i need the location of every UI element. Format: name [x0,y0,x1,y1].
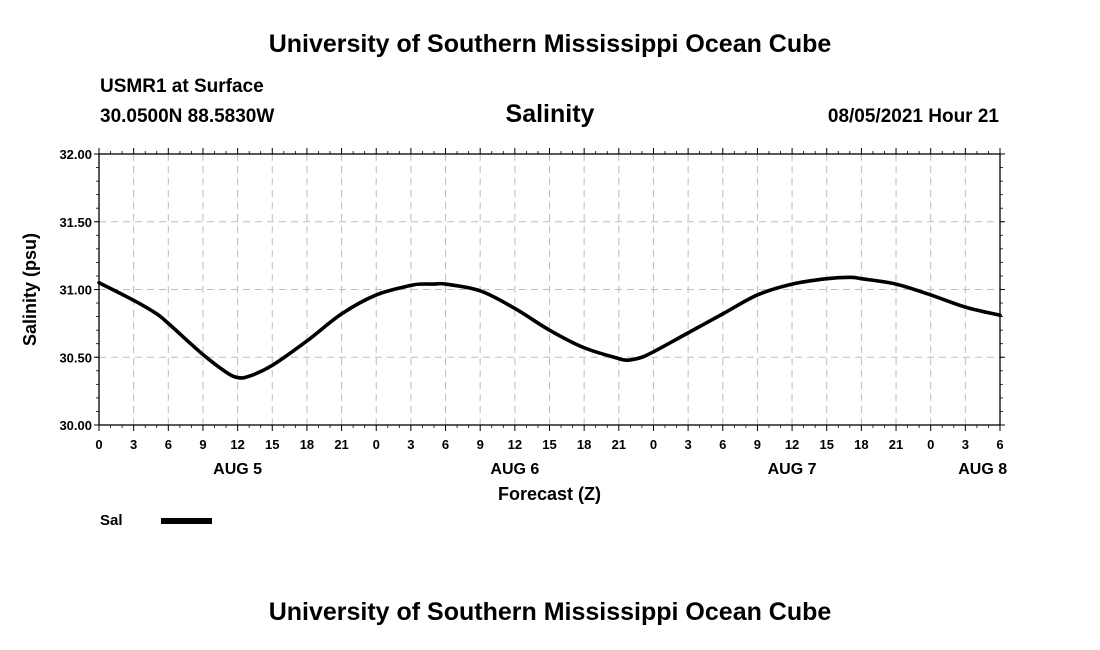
x-tick-label: 0 [927,437,934,452]
x-tick-label: 9 [477,437,484,452]
x-tick-label: 0 [95,437,102,452]
x-tick-label: 6 [442,437,449,452]
y-tick-label: 30.50 [59,350,92,365]
page-title: University of Southern Mississippi Ocean… [268,30,832,58]
x-tick-label: 18 [300,437,314,452]
y-tick-label: 32.00 [59,147,92,162]
x-tick-label: 3 [407,437,414,452]
day-label: AUG 8 [958,461,1007,478]
x-tick-label: 0 [650,437,657,452]
axes: 30.00 30.50 31.00 31.50 32.00 0 3 6 9 12 15 18 21 0 3 6… [20,147,1007,504]
x-tick-label: 9 [199,437,206,452]
grid [99,154,1000,425]
x-tick-label: 15 [819,437,833,452]
legend-label: Sal [100,512,123,529]
x-tick-label: 6 [996,437,1003,452]
x-tick-label: 3 [962,437,969,452]
x-tick-label: 3 [130,437,137,452]
x-tick-label: 6 [719,437,726,452]
station-label: USMR1 at Surface [100,76,264,97]
x-tick-label: 3 [684,437,691,452]
y-tick-label: 30.00 [59,418,92,433]
y-tick-label: 31.50 [59,215,92,230]
x-tick-label: 21 [612,437,626,452]
y-axis-title: Salinity (psu) [20,233,40,346]
x-tick-label: 12 [508,437,522,452]
x-tick-label: 15 [542,437,556,452]
day-label: AUG 6 [490,461,539,478]
x-tick-label: 21 [889,437,903,452]
series-layer [97,275,1002,380]
chart-title: Salinity [505,100,595,128]
x-tick-label: 12 [230,437,244,452]
station-coordinates: 30.0500N 88.5830W [100,106,275,127]
forecast-datetime: 08/05/2021 Hour 21 [827,106,999,127]
x-tick-label: 9 [754,437,761,452]
x-tick-label: 6 [165,437,172,452]
x-tick-label: 12 [785,437,799,452]
x-tick-label: 15 [265,437,279,452]
footer-title: University of Southern Mississippi Ocean… [268,598,832,626]
x-tick-label: 21 [334,437,348,452]
x-tick-label: 18 [577,437,591,452]
x-axis-title: Forecast (Z) [498,484,601,504]
x-tick-label: 18 [854,437,868,452]
day-label: AUG 5 [213,461,262,478]
legend: Sal [100,512,212,529]
y-tick-label: 31.00 [59,283,92,298]
day-label: AUG 7 [768,461,817,478]
series-line-sal [97,275,1002,380]
x-tick-label: 0 [373,437,380,452]
